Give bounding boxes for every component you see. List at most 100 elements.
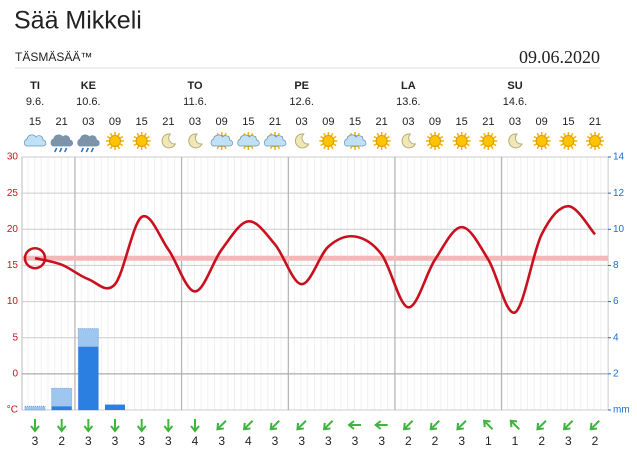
wind-arrow [482,419,494,430]
weather-icon [479,132,498,150]
weather-icon [401,133,417,149]
sun [429,135,441,147]
wind-arrow [136,419,147,433]
hour-label: 15 [29,116,41,128]
wind-speed: 2 [538,434,545,448]
weather-icon [586,132,604,150]
y-tick-label: 5 [12,332,18,343]
date-label: 13.6. [396,96,420,108]
wind-arrow [562,420,574,431]
weather-icon [294,133,310,149]
hour-label: 21 [376,116,388,128]
rain-drop [90,147,95,153]
precipitation-bar [51,406,72,410]
wind-speed: 3 [218,434,225,448]
wind-arrow [110,419,120,433]
day-label: PE [294,80,309,92]
rain-drop [58,147,63,153]
wind-speed: 2 [58,434,65,448]
date-label: 9.6. [26,96,44,108]
moon [161,133,177,149]
wind-speed: 3 [378,434,385,448]
wind-arrow [374,420,388,430]
y2-tick-label: 12 [613,188,625,199]
arrow [482,419,494,430]
wind-speed: 2 [432,434,439,448]
arrow [296,420,307,431]
wind-speed: 3 [112,434,119,448]
arrow [562,420,574,431]
cloud [210,134,233,147]
moon [401,133,417,149]
arrow [402,420,414,431]
day-label: TI [30,80,40,92]
arrow [509,419,520,430]
hour-label: 03 [296,116,308,128]
sun [109,135,121,147]
wind-speed: 1 [512,434,519,448]
sun [562,135,575,147]
wind-arrow [536,420,547,431]
y2-tick-label: 2 [613,368,619,379]
hour-label: 15 [562,116,574,128]
sun [589,135,601,147]
chart-title: Sää Mikkeli [14,7,142,35]
precipitation-max-bar [51,387,73,411]
weather-icon [132,132,151,150]
sun [135,135,148,147]
hour-label: 09 [536,116,548,128]
wind-speed: 4 [245,434,252,448]
arrow [216,420,227,431]
y2-tick-label: 6 [613,296,619,307]
wind-speed: 4 [192,434,199,448]
date-label: 11.6. [183,96,207,108]
arrow [56,419,67,433]
wind-arrow [456,420,467,431]
wind-speed: 1 [485,434,492,448]
arrow [83,419,94,433]
hour-label: 03 [509,116,521,128]
hour-label: 03 [402,116,414,128]
hour-label: 15 [349,116,361,128]
cloud [50,134,73,147]
temperature-line [34,204,597,314]
wind-arrow [429,420,440,431]
weather-icon [264,132,287,150]
current-marker [23,246,47,270]
sun [322,135,335,147]
cloud [77,134,100,147]
moon [508,133,523,149]
subtitle: TÄSMÄSÄÄ™ [15,50,92,64]
wind-speed: 3 [325,434,332,448]
weather-icon [161,133,177,149]
y-tick-label: 25 [7,188,19,199]
arrow [456,420,467,431]
y-tick-label: 20 [7,224,19,235]
y2-tick-label: 14 [613,152,625,163]
day-label: KE [81,80,96,92]
wind-speed: 3 [32,434,39,448]
y-tick-label: 30 [7,152,19,163]
wind-arrow [30,419,40,433]
wind-speed: 3 [565,434,572,448]
wind-speed: 3 [272,434,279,448]
day-label: SU [507,80,522,92]
precipitation-max-bar [24,405,46,411]
weather-icon [210,132,233,150]
arrow [429,420,440,431]
wind-arrow [589,420,600,431]
weather-icon [372,132,391,150]
day-label: LA [401,80,416,92]
weather-icon [24,134,47,147]
hour-label: 15 [242,116,254,128]
wind-arrow [509,419,520,430]
y2-tick-label: 8 [613,260,619,271]
wind-arrow [296,420,307,431]
y-tick-label: 10 [7,296,19,307]
y2-tick-label: mm [613,405,630,416]
hour-label: 21 [482,116,494,128]
weather-icon [77,134,100,153]
wind-speed: 3 [298,434,305,448]
hour-label: 21 [56,116,68,128]
